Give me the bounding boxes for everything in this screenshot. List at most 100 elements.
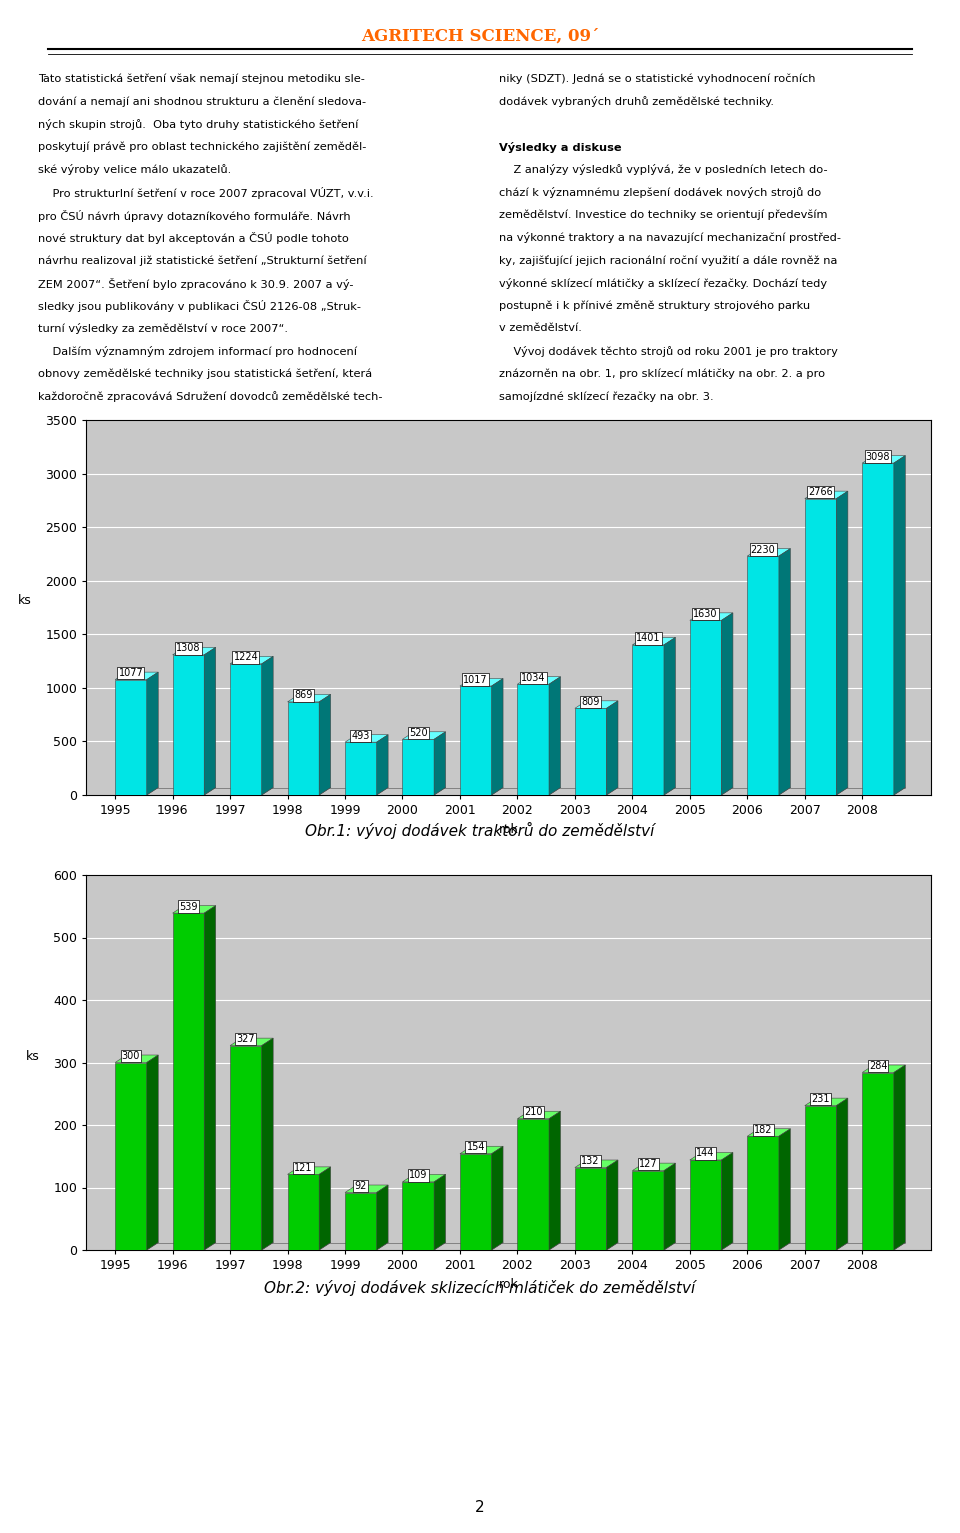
Text: chází k významnému zlepšení dodávek nových strojů do: chází k významnému zlepšení dodávek nový… bbox=[499, 187, 822, 198]
Text: 182: 182 bbox=[754, 1125, 773, 1134]
Polygon shape bbox=[549, 1111, 561, 1249]
Text: 2766: 2766 bbox=[808, 487, 833, 497]
Polygon shape bbox=[262, 656, 274, 796]
Polygon shape bbox=[690, 1160, 721, 1249]
Text: 3098: 3098 bbox=[866, 452, 890, 461]
Text: výkonné sklízecí mlátičky a sklízecí řezačky. Dochází tedy: výkonné sklízecí mlátičky a sklízecí řez… bbox=[499, 277, 828, 288]
Polygon shape bbox=[319, 1167, 330, 1249]
Text: ské výroby velice málo ukazatelů.: ské výroby velice málo ukazatelů. bbox=[38, 164, 231, 175]
Polygon shape bbox=[173, 914, 204, 1249]
Text: dodávek vybraných druhů zemědělské techniky.: dodávek vybraných druhů zemědělské techn… bbox=[499, 97, 774, 107]
Polygon shape bbox=[575, 701, 618, 708]
Polygon shape bbox=[345, 1193, 376, 1249]
X-axis label: rok: rok bbox=[499, 1277, 518, 1291]
Polygon shape bbox=[633, 1171, 664, 1249]
Polygon shape bbox=[460, 687, 492, 796]
Polygon shape bbox=[690, 1153, 732, 1160]
Polygon shape bbox=[894, 455, 905, 796]
Polygon shape bbox=[664, 1164, 676, 1249]
Polygon shape bbox=[115, 1062, 147, 1249]
Text: pro ČSÚ návrh úpravy dotazníkového formuláře. Návrh: pro ČSÚ návrh úpravy dotazníkového formu… bbox=[38, 210, 351, 222]
Polygon shape bbox=[747, 549, 790, 556]
Text: 809: 809 bbox=[582, 698, 600, 707]
Polygon shape bbox=[147, 1055, 158, 1249]
Polygon shape bbox=[607, 1160, 618, 1249]
Polygon shape bbox=[633, 1164, 676, 1171]
Text: 1034: 1034 bbox=[521, 673, 545, 682]
Polygon shape bbox=[747, 1136, 779, 1249]
Polygon shape bbox=[690, 621, 721, 796]
Polygon shape bbox=[376, 1185, 388, 1249]
X-axis label: rok: rok bbox=[499, 823, 518, 835]
Text: 109: 109 bbox=[409, 1170, 427, 1180]
Polygon shape bbox=[204, 647, 216, 796]
Text: 1224: 1224 bbox=[233, 653, 258, 662]
Polygon shape bbox=[460, 1147, 503, 1154]
Text: 284: 284 bbox=[869, 1061, 887, 1072]
Polygon shape bbox=[517, 1111, 561, 1119]
Text: 300: 300 bbox=[122, 1052, 140, 1061]
Polygon shape bbox=[230, 1046, 262, 1249]
Polygon shape bbox=[633, 638, 676, 645]
Polygon shape bbox=[147, 671, 158, 796]
Polygon shape bbox=[517, 1119, 549, 1249]
Polygon shape bbox=[288, 1167, 330, 1174]
Text: 132: 132 bbox=[582, 1156, 600, 1167]
Y-axis label: ks: ks bbox=[18, 595, 32, 607]
Text: Tato statistická šetření však nemají stejnou metodiku sle-: Tato statistická šetření však nemají ste… bbox=[38, 74, 365, 84]
Polygon shape bbox=[460, 679, 503, 687]
Polygon shape bbox=[492, 679, 503, 796]
Polygon shape bbox=[345, 742, 376, 796]
Polygon shape bbox=[376, 734, 388, 796]
Polygon shape bbox=[575, 1160, 618, 1168]
Text: nové struktury dat byl akceptován a ČSÚ podle tohoto: nové struktury dat byl akceptován a ČSÚ … bbox=[38, 233, 349, 244]
Text: 2: 2 bbox=[475, 1499, 485, 1515]
Text: 1077: 1077 bbox=[119, 668, 143, 678]
Polygon shape bbox=[721, 613, 732, 796]
Polygon shape bbox=[288, 694, 330, 702]
Text: 1017: 1017 bbox=[464, 675, 488, 685]
Polygon shape bbox=[804, 1105, 836, 1249]
Polygon shape bbox=[115, 671, 158, 679]
Text: zemědělství. Investice do techniky se orientují především: zemědělství. Investice do techniky se or… bbox=[499, 210, 828, 221]
Polygon shape bbox=[862, 1073, 894, 1249]
Polygon shape bbox=[288, 1174, 319, 1249]
Polygon shape bbox=[517, 676, 561, 684]
Text: 1630: 1630 bbox=[693, 609, 718, 619]
Polygon shape bbox=[607, 701, 618, 796]
Text: každoročně zpracovává Sdružení dovodců zemědělské tech-: každoročně zpracovává Sdružení dovodců z… bbox=[38, 391, 383, 402]
Polygon shape bbox=[804, 491, 848, 498]
Text: Obr.2: vývoj dodávek sklizecích mlátiček do zemědělství: Obr.2: vývoj dodávek sklizecích mlátiček… bbox=[264, 1280, 696, 1297]
Text: postupně i k přínivé změně struktury strojového parku: postupně i k přínivé změně struktury str… bbox=[499, 300, 810, 311]
Text: dování a nemají ani shodnou strukturu a členění sledova-: dování a nemají ani shodnou strukturu a … bbox=[38, 97, 367, 107]
Text: Obr.1: vývoj dodávek traktorů do zemědělství: Obr.1: vývoj dodávek traktorů do zeměděl… bbox=[305, 822, 655, 839]
Text: 493: 493 bbox=[351, 731, 370, 740]
Polygon shape bbox=[862, 455, 905, 463]
Polygon shape bbox=[804, 1098, 848, 1105]
Polygon shape bbox=[575, 1168, 607, 1249]
Polygon shape bbox=[402, 731, 445, 739]
Polygon shape bbox=[434, 1174, 445, 1249]
Polygon shape bbox=[402, 1182, 434, 1249]
Polygon shape bbox=[747, 556, 779, 796]
Polygon shape bbox=[288, 702, 319, 796]
Polygon shape bbox=[230, 664, 262, 796]
Polygon shape bbox=[747, 1128, 790, 1136]
Text: 154: 154 bbox=[467, 1142, 485, 1153]
Polygon shape bbox=[492, 1147, 503, 1249]
Text: obnovy zemědělské techniky jsou statistická šetření, která: obnovy zemědělské techniky jsou statisti… bbox=[38, 368, 372, 379]
Text: 869: 869 bbox=[294, 690, 313, 701]
Polygon shape bbox=[262, 1038, 274, 1249]
Text: 2230: 2230 bbox=[751, 544, 776, 555]
Polygon shape bbox=[230, 1038, 274, 1046]
Text: 327: 327 bbox=[236, 1035, 255, 1044]
Text: 127: 127 bbox=[638, 1159, 658, 1170]
Text: návrhu realizoval již statistické šetření „Strukturní šetření: návrhu realizoval již statistické šetřen… bbox=[38, 254, 367, 265]
Text: 210: 210 bbox=[524, 1107, 542, 1118]
Polygon shape bbox=[460, 1154, 492, 1249]
Polygon shape bbox=[862, 463, 894, 796]
Text: samojízdné sklízecí řezačky na obr. 3.: samojízdné sklízecí řezačky na obr. 3. bbox=[499, 391, 714, 402]
Polygon shape bbox=[836, 491, 848, 796]
Text: 520: 520 bbox=[409, 728, 427, 737]
Polygon shape bbox=[804, 498, 836, 796]
